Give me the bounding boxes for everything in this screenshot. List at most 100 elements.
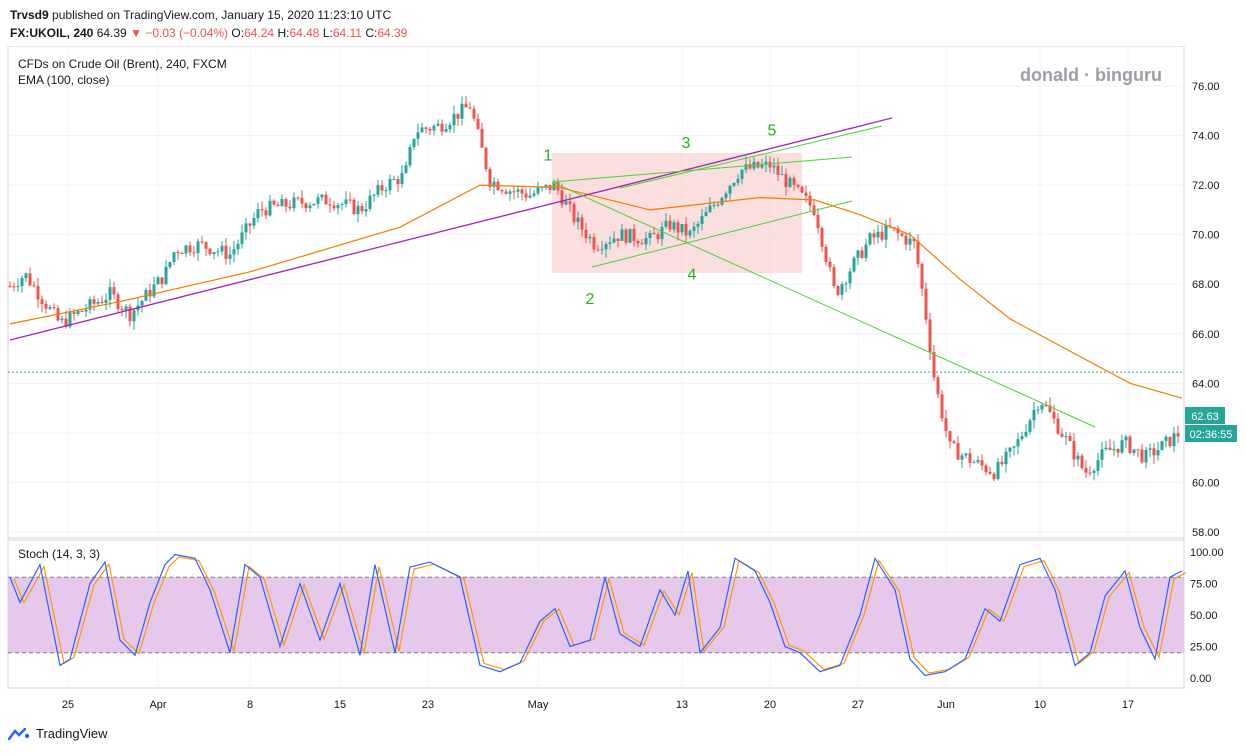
main-pane[interactable]	[7, 46, 1185, 539]
candle-body	[556, 182, 560, 191]
last-price: 64.39	[96, 26, 127, 40]
price-tick-label: 58.00	[1192, 527, 1220, 539]
candle-body	[44, 304, 48, 309]
candle-body	[120, 309, 124, 311]
candle-body	[864, 244, 868, 258]
candle-body	[284, 198, 288, 207]
candle-body	[1036, 409, 1040, 411]
candle-body	[920, 263, 924, 289]
candle-body	[572, 204, 576, 223]
candle-body	[856, 250, 860, 258]
candle-body	[544, 184, 548, 187]
candle-body	[740, 169, 744, 179]
candle-body	[104, 299, 108, 303]
candle-body	[1156, 450, 1160, 456]
candle-body	[776, 165, 780, 175]
trendline-purple[interactable]	[9, 117, 893, 341]
candle-body	[984, 465, 988, 473]
candle-body	[1024, 431, 1028, 437]
candle-body	[1144, 449, 1148, 463]
candle-body	[292, 197, 296, 209]
time-tick-label: 25	[62, 699, 74, 711]
candle-body	[352, 199, 356, 215]
wave-label: 2	[586, 291, 595, 308]
stoch-axis[interactable]: 100.00 75.00 50.00 25.00 0.00	[1190, 547, 1224, 685]
candle-body	[952, 441, 956, 444]
candle-body	[432, 125, 436, 131]
wave-label: 3	[682, 135, 691, 152]
time-tick-label: Jun	[937, 699, 955, 711]
ema-legend[interactable]: EMA (100, close)	[18, 73, 109, 87]
candle-body	[252, 217, 256, 226]
candle-body	[380, 185, 384, 191]
candle-body	[12, 286, 16, 288]
footer-brand[interactable]: TradingView	[36, 726, 108, 741]
candle-body	[568, 201, 572, 205]
trendline-green-upper[interactable]	[551, 156, 853, 183]
candle-body	[348, 199, 352, 201]
stoch-tick-label: 50.00	[1190, 610, 1218, 622]
candle-body	[1128, 436, 1132, 453]
trendline-green-lower[interactable]	[591, 200, 853, 268]
candle-body	[836, 286, 840, 295]
candle-body	[564, 201, 568, 205]
candle-body	[608, 242, 612, 244]
trendline-green-downtrend[interactable]	[551, 181, 1096, 428]
candle-body	[32, 285, 36, 287]
candle-body	[488, 169, 492, 187]
candle-body	[696, 223, 700, 227]
candle-body	[596, 249, 600, 251]
candle-body	[1060, 433, 1064, 437]
candle-body	[860, 250, 864, 258]
candle-body	[820, 227, 824, 247]
candle-body	[1120, 440, 1124, 453]
candle-body	[660, 226, 664, 240]
candle-body	[1116, 448, 1120, 453]
down-arrow-icon: ▼	[130, 26, 142, 40]
candle-body	[160, 277, 164, 284]
candle-body	[400, 172, 404, 184]
price-axis[interactable]: 76.0074.0072.0070.0068.0066.0064.0062.00…	[1192, 81, 1220, 539]
candle-body	[1064, 436, 1068, 438]
candle-body	[88, 299, 92, 310]
candle-body	[376, 185, 380, 195]
stoch-legend[interactable]: Stoch (14, 3, 3)	[18, 547, 100, 561]
consolidation-box	[552, 153, 802, 273]
instrument-legend[interactable]: CFDs on Crude Oil (Brent), 240, FXCM	[18, 57, 227, 71]
candle-body	[60, 318, 64, 321]
candle-body	[156, 277, 160, 285]
candle-body	[392, 179, 396, 181]
candle-body	[240, 232, 244, 244]
candle-body	[500, 190, 504, 192]
publisher-name[interactable]: Trvsd9	[10, 8, 49, 22]
candle-body	[72, 312, 76, 315]
candle-body	[592, 237, 596, 250]
candle-body	[588, 237, 592, 239]
candle-body	[692, 226, 696, 231]
candle-body	[712, 205, 716, 207]
candle-body	[192, 252, 196, 254]
candle-body	[316, 197, 320, 204]
candle-body	[1092, 470, 1096, 473]
price-tick-label: 74.00	[1192, 131, 1220, 143]
candle-body	[676, 222, 680, 233]
candle-body	[440, 123, 444, 132]
trendline-green-channel[interactable]	[619, 125, 883, 189]
candle-body	[904, 235, 908, 245]
footer: TradingView	[8, 726, 108, 741]
candle-body	[236, 243, 240, 250]
time-tick-label: 8	[247, 699, 253, 711]
candle-body	[1044, 405, 1048, 407]
high-label: H:	[277, 26, 290, 40]
candle-body	[8, 286, 12, 288]
candle-body	[68, 312, 72, 327]
candle-body	[480, 128, 484, 148]
candle-body	[344, 199, 348, 205]
candle-body	[232, 249, 236, 255]
candle-body	[20, 278, 24, 287]
time-axis[interactable]: 25 Apr 8 15 23 May 13 20 27 Jun 10 17	[62, 699, 1134, 711]
candle-body	[328, 204, 332, 206]
candle-body	[404, 165, 408, 173]
candle-body	[652, 232, 656, 235]
